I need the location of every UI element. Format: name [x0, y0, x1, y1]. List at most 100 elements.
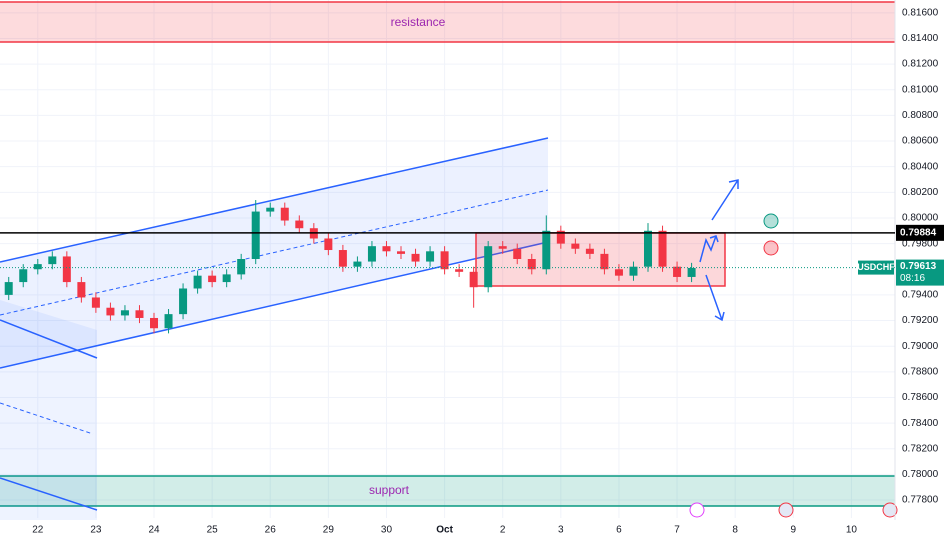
y-tick-label: 0.80400 — [902, 161, 939, 172]
candle-body — [658, 230, 667, 267]
x-tick-label: 3 — [558, 525, 564, 536]
candle-body — [382, 246, 391, 252]
y-tick-label: 0.80800 — [902, 110, 939, 121]
countdown-label: 08:16 — [900, 273, 925, 284]
x-tick-label: 22 — [32, 525, 44, 536]
y-tick-label: 0.80600 — [902, 136, 939, 147]
x-tick-label: 26 — [265, 525, 277, 536]
x-tick-label: 6 — [616, 525, 622, 536]
y-tick-label: 0.79400 — [902, 290, 939, 301]
candle-body — [556, 230, 565, 244]
y-tick-label: 0.80200 — [902, 187, 939, 198]
candle-body — [455, 269, 464, 272]
candle-body — [411, 253, 420, 262]
y-tick-label: 0.78800 — [902, 366, 939, 377]
candle-body — [48, 256, 57, 265]
channel-mid — [0, 402, 94, 435]
last-price-label: 0.79613 — [900, 261, 937, 272]
candle-body — [193, 275, 202, 289]
candle-body — [77, 282, 86, 298]
price-tag — [896, 259, 944, 286]
x-tick-label: Oct — [436, 525, 453, 536]
candle-body — [629, 266, 638, 276]
y-tick-label: 0.79000 — [902, 341, 939, 352]
candle-body — [120, 310, 129, 316]
candle-body — [135, 310, 144, 318]
candle-body — [222, 274, 231, 283]
candle-body — [440, 251, 449, 270]
candle-body — [571, 243, 580, 249]
candle-body — [469, 271, 478, 288]
candle-body — [542, 230, 551, 270]
resistance-label: resistance — [391, 15, 446, 29]
candle-body — [513, 248, 522, 259]
y-tick-label: 0.78200 — [902, 443, 939, 454]
event-icon — [778, 502, 794, 518]
y-tick-label: 0.78000 — [902, 469, 939, 480]
support-label: support — [369, 483, 410, 497]
x-tick-label: 30 — [381, 525, 393, 536]
x-tick-label: 25 — [207, 525, 219, 536]
x-tick-label: 24 — [148, 525, 160, 536]
symbol-label: USDCHF — [857, 262, 895, 272]
y-tick-label: 0.79800 — [902, 238, 939, 249]
channel-fill — [0, 300, 97, 520]
y-tick-label: 0.81600 — [902, 7, 939, 18]
candle-body — [426, 251, 435, 262]
channel-line — [0, 137, 549, 263]
event-icon — [689, 502, 705, 518]
candle-body — [687, 267, 696, 277]
candle-body — [62, 256, 71, 283]
candle-body — [397, 251, 406, 254]
channel-line — [0, 477, 98, 511]
grid — [0, 0, 895, 518]
candle-body — [179, 288, 188, 315]
candle-body — [353, 261, 362, 267]
x-tick-label: 29 — [323, 525, 335, 536]
candle-body — [251, 211, 260, 259]
candle-body — [484, 246, 493, 288]
resistance-zone — [0, 2, 895, 42]
candle-body — [280, 207, 289, 221]
candle-body — [498, 246, 507, 249]
y-tick-label: 0.81000 — [902, 84, 939, 95]
candle-body — [600, 253, 609, 270]
candle-body — [295, 220, 304, 229]
candle-body — [367, 246, 376, 262]
candle-body — [614, 269, 623, 276]
channel-mid — [0, 189, 549, 316]
candle-body — [673, 266, 682, 277]
event-icon — [882, 502, 898, 518]
y-tick-label: 0.77800 — [902, 495, 939, 506]
candle-body — [338, 250, 347, 267]
y-tick-label: 0.78600 — [902, 392, 939, 403]
candle-body — [19, 269, 28, 283]
candle-body — [324, 238, 333, 251]
x-tick-label: 7 — [674, 525, 680, 536]
candle-body — [91, 297, 100, 308]
candle-body — [266, 207, 275, 212]
x-tick-label: 23 — [90, 525, 102, 536]
x-tick-label: 8 — [732, 525, 738, 536]
channel-line — [0, 241, 549, 369]
x-tick-label: 10 — [846, 525, 858, 536]
support-zone — [0, 476, 895, 506]
y-tick-label: 0.81400 — [902, 33, 939, 44]
candle-body — [527, 259, 536, 270]
signal-circle — [763, 240, 779, 256]
y-tick-label: 0.79200 — [902, 315, 939, 326]
candle-body — [585, 248, 594, 254]
candle-body — [237, 259, 246, 275]
candle-body — [33, 264, 42, 270]
symbol-tag — [858, 260, 894, 275]
candle-body — [208, 275, 217, 283]
candle-body — [150, 317, 159, 329]
price-tag — [896, 224, 944, 241]
y-tick-label: 0.78400 — [902, 418, 939, 429]
x-tick-label: 9 — [791, 525, 797, 536]
x-tick-label: 2 — [500, 525, 506, 536]
y-tick-label: 0.81200 — [902, 59, 939, 70]
candle-body — [644, 230, 653, 267]
price-tag-label: 0.79884 — [900, 227, 937, 238]
